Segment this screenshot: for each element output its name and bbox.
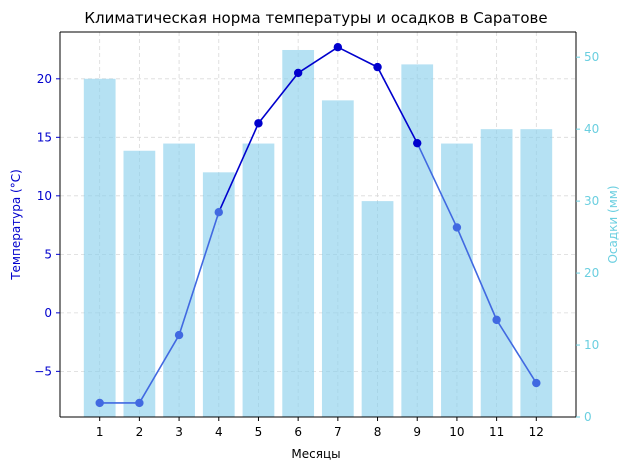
line-layer — [95, 43, 541, 408]
precipitation-bar — [480, 129, 513, 417]
x-tick-label: 7 — [334, 425, 342, 439]
precipitation-bar — [163, 143, 195, 417]
temperature-point — [174, 330, 184, 340]
precipitation-bar — [282, 49, 315, 417]
temperature-point — [373, 62, 382, 72]
temperature-line-segment — [495, 319, 537, 384]
temperature-point — [135, 398, 144, 408]
y-left-tick-label: −5 — [34, 364, 52, 378]
x-tick-label: 5 — [255, 425, 263, 439]
bar-layer — [83, 49, 553, 418]
temperature-line-segment — [456, 227, 498, 321]
precipitation-bar — [441, 143, 473, 417]
y-right-tick-label: 30 — [584, 194, 599, 208]
y-left-tick-label: 5 — [44, 247, 52, 261]
x-tick-label: 12 — [529, 425, 544, 439]
temperature-point — [452, 223, 462, 232]
temperature-point — [214, 208, 223, 217]
x-tick-label: 3 — [175, 425, 183, 439]
precipitation-bar — [401, 64, 434, 417]
x-tick-label: 8 — [374, 425, 382, 439]
x-tick-label: 9 — [413, 425, 421, 439]
temperature-point — [413, 138, 422, 148]
y-left-tick-label: 0 — [44, 306, 52, 320]
temperature-line-segment — [297, 46, 339, 74]
y-axis-left-label: Температура (°C) — [9, 169, 23, 281]
x-tick-label: 10 — [449, 425, 464, 439]
temperature-point — [492, 315, 501, 325]
precipitation-bar — [321, 100, 354, 417]
y-axis-right-label: Осадки (мм) — [606, 185, 620, 263]
y-right-tick-label: 20 — [584, 266, 599, 280]
precipitation-bar — [242, 143, 275, 417]
y-right-tick-label: 40 — [584, 122, 599, 136]
chart-title: Климатическая норма температуры и осадко… — [84, 9, 547, 27]
temperature-point — [95, 398, 104, 408]
temperature-line-segment — [376, 66, 418, 144]
x-tick-label: 2 — [136, 425, 144, 439]
x-axis-label: Месяцы — [291, 447, 340, 461]
precipitation-bar — [520, 129, 553, 417]
x-tick-label: 4 — [215, 425, 223, 439]
x-tick-label: 1 — [96, 425, 104, 439]
temperature-line-segment — [218, 122, 260, 213]
temperature-point — [293, 68, 303, 78]
y-right-tick-label: 10 — [584, 338, 599, 352]
temperature-line-segment — [337, 46, 378, 68]
temperature-line-segment — [138, 334, 180, 404]
precipitation-bar — [83, 78, 116, 418]
precipitation-bar — [123, 150, 156, 417]
y-left-tick-label: 10 — [37, 189, 52, 203]
y-right-tick-label: 50 — [584, 50, 599, 64]
temperature-point — [254, 119, 263, 128]
x-tick-label: 6 — [294, 425, 302, 439]
temperature-line-segment — [257, 72, 299, 124]
temperature-line-segment — [416, 142, 458, 228]
precipitation-bar — [361, 201, 394, 417]
temperature-line-segment — [178, 211, 220, 336]
temperature-point — [532, 378, 541, 388]
y-right-tick-label: 0 — [584, 410, 592, 424]
y-left-tick-label: 15 — [37, 130, 52, 144]
temperature-point — [333, 43, 343, 52]
y-left-tick-label: 20 — [37, 72, 52, 86]
x-tick-label: 11 — [489, 425, 504, 439]
